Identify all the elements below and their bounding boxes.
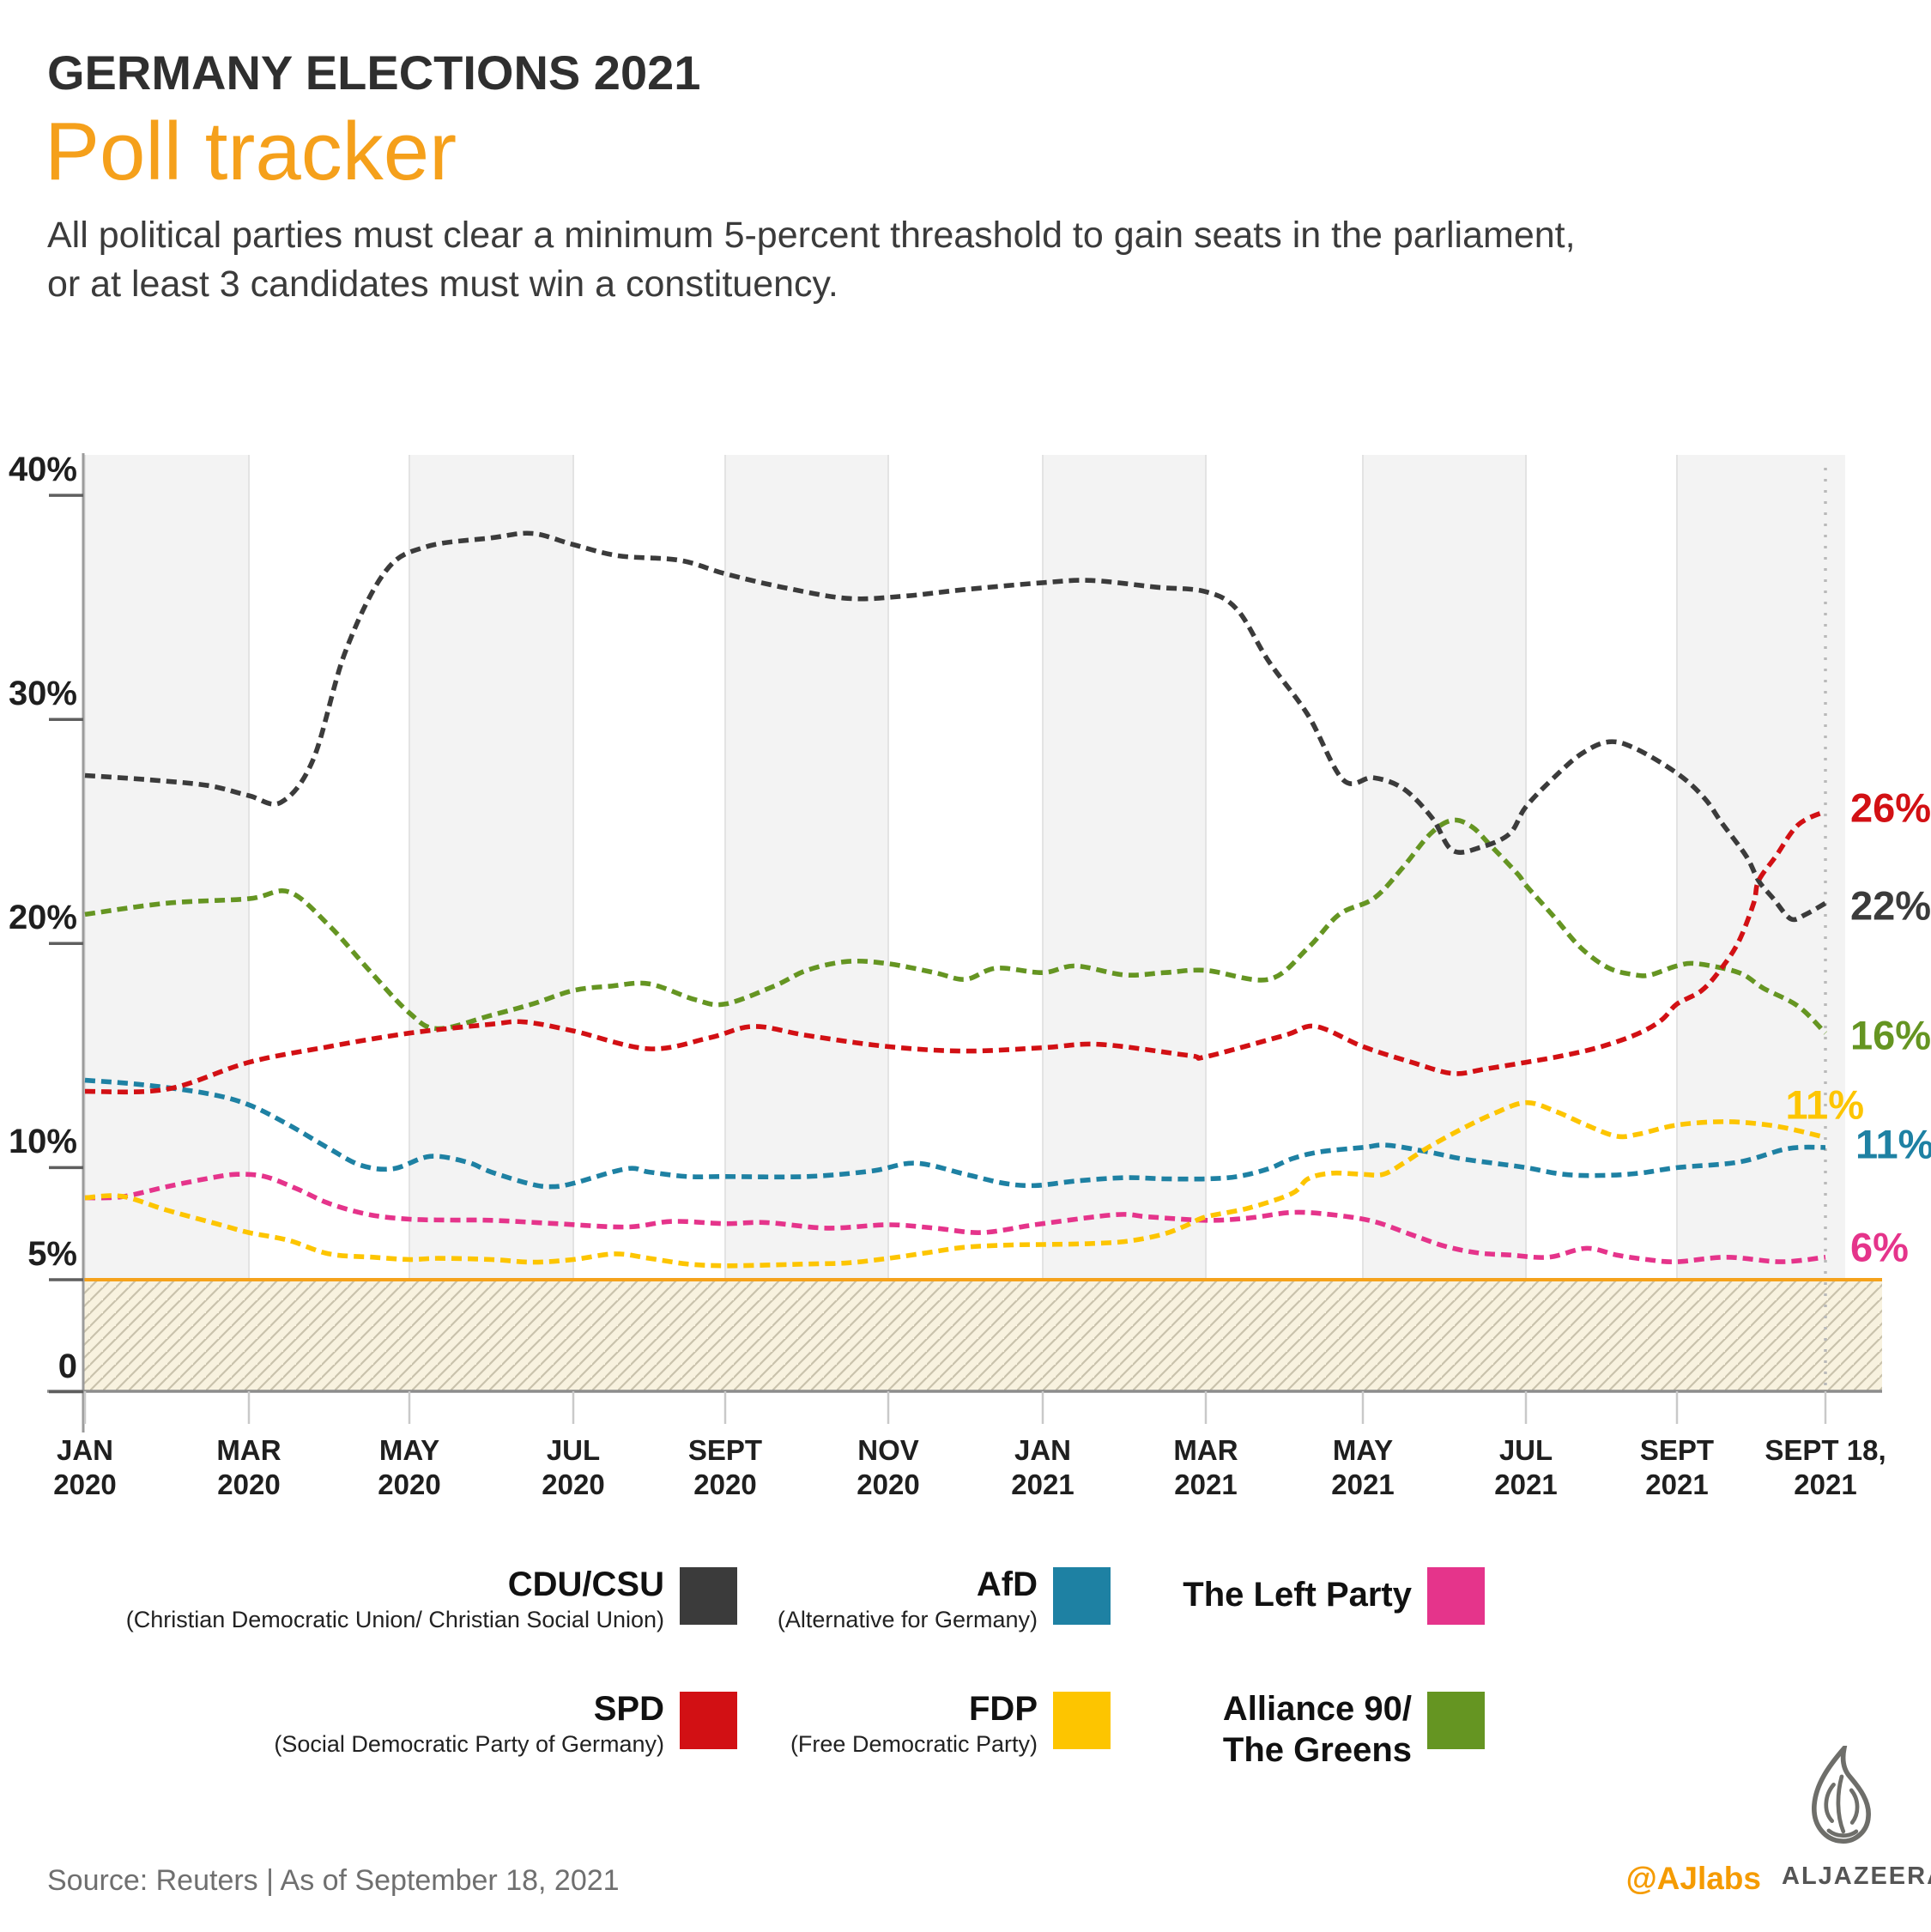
x-axis-label-9: JUL 2021 xyxy=(1494,1434,1558,1500)
legend-item-afd: AfD (Alternative for Germany) xyxy=(777,1566,1038,1632)
x-axis-label-6: JAN 2021 xyxy=(1011,1434,1074,1500)
month-band xyxy=(1043,455,1206,1391)
y-axis-label-0: 0 xyxy=(58,1347,77,1385)
y-axis-label-30: 30% xyxy=(8,675,77,713)
legend-item-cdu-csu: CDU/CSU (Christian Democratic Union/ Chri… xyxy=(125,1566,664,1632)
y-axis-label-5: 5% xyxy=(27,1234,77,1273)
series-line-alliance-90-the-greens xyxy=(84,817,1828,1035)
page-subtitle-line2: or at least 3 candidates must win a cons… xyxy=(47,263,838,305)
legend-swatch-afd xyxy=(1053,1567,1111,1625)
end-label-5-6: 6% xyxy=(1850,1224,1909,1270)
page-subtitle-line1: All political parties must clear a minim… xyxy=(47,215,1576,256)
month-band xyxy=(85,455,249,1391)
legend-swatch-fdp xyxy=(1053,1692,1111,1749)
x-axis-label-0: JAN 2020 xyxy=(53,1434,117,1500)
page-title: Poll tracker xyxy=(45,106,457,197)
month-band xyxy=(1677,455,1845,1391)
legend-item-the-left-party: The Left Party xyxy=(1183,1576,1412,1614)
legend-swatch-the-left-party xyxy=(1427,1567,1485,1625)
series-line-cdu-csu xyxy=(84,530,1827,923)
x-axis-label-1: MAR 2020 xyxy=(216,1434,281,1500)
series-line-the-left-party xyxy=(84,1172,1826,1264)
series-line-spd xyxy=(84,809,1827,1095)
month-band xyxy=(725,455,888,1391)
x-axis-label-8: MAY 2021 xyxy=(1331,1434,1395,1500)
aljazeera-wordmark: ALJAZEERA xyxy=(1782,1862,1931,1890)
x-axis-label-4: SEPT 2020 xyxy=(687,1434,763,1500)
legend-swatch-spd xyxy=(680,1692,737,1749)
legend-item-fdp: FDP (Free Democratic Party) xyxy=(790,1690,1038,1757)
series-line-afd xyxy=(84,1077,1826,1190)
series-line-fdp xyxy=(84,1099,1826,1269)
x-axis-label-7: MAR 2021 xyxy=(1173,1434,1238,1500)
x-axis-label-10: SEPT 2021 xyxy=(1639,1434,1715,1500)
x-axis-label-5: NOV 2020 xyxy=(857,1434,920,1500)
source-text: Source: Reuters | As of September 18, 20… xyxy=(47,1864,620,1897)
ajlabs-credit: @AJlabs xyxy=(1625,1861,1761,1896)
month-band xyxy=(1363,455,1526,1391)
end-label-2-16: 16% xyxy=(1850,1012,1931,1058)
aljazeera-logo xyxy=(1812,1746,1871,1844)
end-label-1-22: 22% xyxy=(1850,882,1931,929)
end-label-3-11: 11% xyxy=(1785,1081,1864,1128)
legend-item-alliance-90-the-greens: Alliance 90/The Greens xyxy=(1222,1690,1412,1769)
threshold-zone xyxy=(83,1279,1882,1391)
legend-swatch-alliance-90-the-greens xyxy=(1427,1692,1485,1749)
end-label-0-26: 26% xyxy=(1850,784,1931,831)
x-axis-label-2: MAY 2020 xyxy=(378,1434,441,1500)
x-axis-label-3: JUL 2020 xyxy=(542,1434,605,1500)
x-axis-label-11: SEPT 18, 2021 xyxy=(1765,1434,1886,1500)
y-axis-label-10: 10% xyxy=(8,1123,77,1161)
end-label-4-11: 11% xyxy=(1855,1121,1931,1167)
legend-swatch-cdu-csu xyxy=(680,1567,737,1625)
legend-item-spd: SPD (Social Democratic Party of Germany) xyxy=(274,1690,664,1757)
y-axis-label-20: 20% xyxy=(8,899,77,937)
kicker: GERMANY ELECTIONS 2021 xyxy=(47,45,701,100)
y-axis-label-40: 40% xyxy=(8,451,77,489)
month-band xyxy=(409,455,573,1391)
